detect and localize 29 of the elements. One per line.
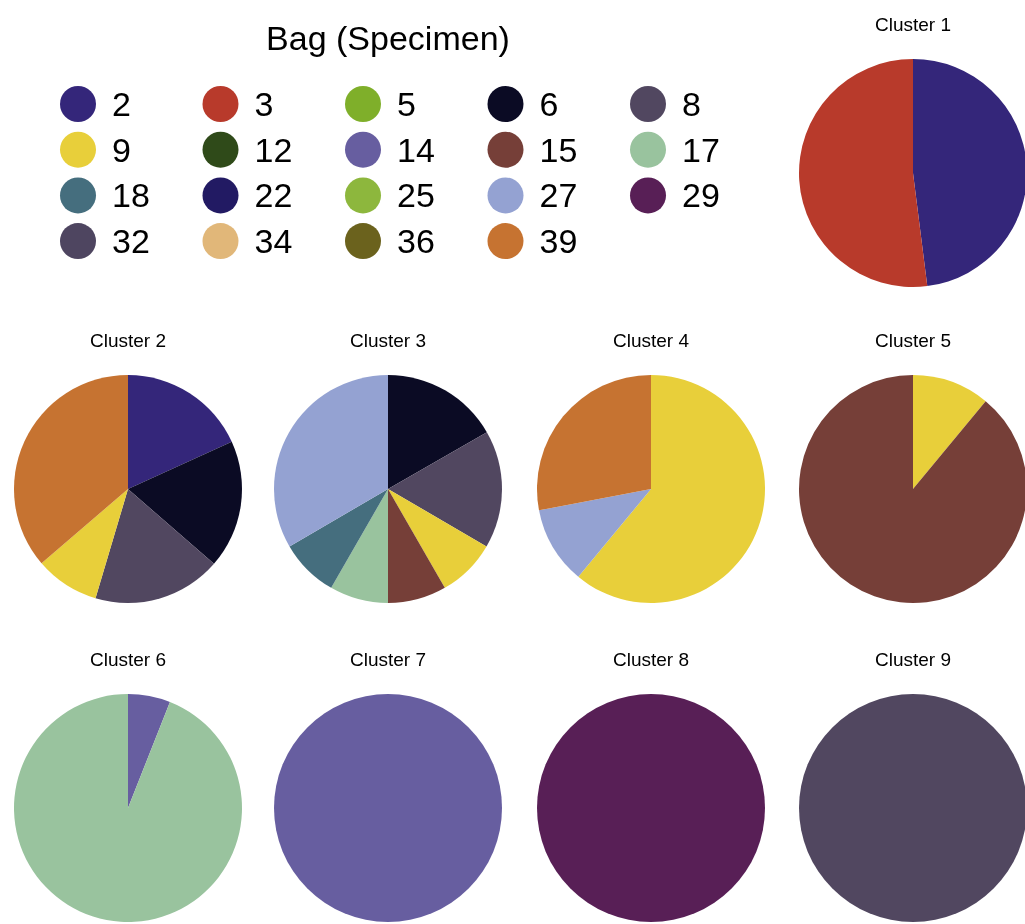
legend-label: 14: [397, 130, 435, 169]
legend-label: 27: [539, 176, 578, 215]
legend-label: 18: [112, 176, 150, 215]
slice-label: Cluster 4: [612, 330, 690, 351]
slice-label: Cluster 5: [874, 330, 952, 351]
legend-label: 22: [254, 176, 293, 215]
legend-label: 8: [682, 84, 701, 123]
legend-label: 5: [397, 84, 416, 123]
legend-label: 29: [682, 176, 720, 215]
legend-label: 3: [254, 84, 274, 123]
legend-label: 6: [539, 84, 559, 123]
slice-label: Cluster 8: [612, 649, 690, 670]
legend-label: 17: [682, 130, 720, 169]
legend-label: 15: [539, 130, 578, 169]
slice-label: Cluster 3: [349, 330, 427, 351]
slice-label: Cluster 7: [349, 649, 427, 670]
legend-label: 12: [254, 130, 293, 169]
slice-label: Cluster 6: [89, 649, 167, 670]
legend-label: 36: [397, 222, 435, 260]
legend-label: 25: [397, 176, 435, 215]
slice-label: Cluster 9: [874, 649, 952, 670]
slice-label: Cluster 2: [89, 330, 167, 351]
legend-label: 2: [112, 84, 131, 123]
slice-label: Cluster 1: [874, 14, 952, 35]
legend-title: Bag (Specimen): [266, 19, 510, 57]
legend-label: 39: [539, 222, 578, 260]
legend-label: 9: [112, 130, 131, 169]
legend-label: 32: [112, 222, 150, 260]
legend-label: 34: [254, 222, 293, 260]
